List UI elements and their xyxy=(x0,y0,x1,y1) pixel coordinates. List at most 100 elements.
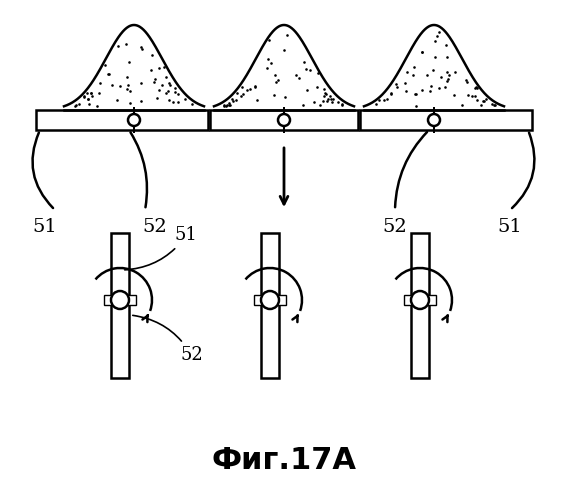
Point xyxy=(85,100,94,108)
Point xyxy=(306,66,315,74)
Point xyxy=(299,101,308,109)
Point xyxy=(450,90,459,98)
Point xyxy=(471,84,480,92)
Point xyxy=(435,84,444,92)
Point xyxy=(233,89,242,97)
Point xyxy=(443,52,452,60)
Point xyxy=(463,90,473,98)
Polygon shape xyxy=(214,25,354,110)
Point xyxy=(411,90,420,98)
Point xyxy=(165,82,174,90)
Point xyxy=(490,102,499,110)
Point xyxy=(126,88,135,96)
Point xyxy=(123,85,132,93)
Point xyxy=(188,100,197,108)
Point xyxy=(173,98,182,106)
Point xyxy=(180,96,189,104)
Point xyxy=(250,83,260,91)
Point xyxy=(321,90,331,98)
Polygon shape xyxy=(64,25,204,110)
Point xyxy=(92,102,101,110)
Point xyxy=(137,79,146,87)
Point xyxy=(174,90,183,98)
Point xyxy=(71,101,80,109)
Point xyxy=(302,86,311,94)
Point xyxy=(264,55,273,63)
Point xyxy=(269,91,278,99)
Point xyxy=(375,96,384,104)
Point xyxy=(146,66,155,74)
Point xyxy=(279,46,289,54)
Bar xyxy=(404,295,436,305)
Point xyxy=(164,96,173,104)
Point xyxy=(227,95,236,103)
Text: 51: 51 xyxy=(498,218,523,236)
Point xyxy=(418,48,427,56)
Circle shape xyxy=(278,114,290,126)
Point xyxy=(147,50,156,58)
Point xyxy=(170,88,179,96)
Point xyxy=(236,92,245,100)
Point xyxy=(437,73,446,81)
Point xyxy=(124,58,133,66)
Text: Фиг.17A: Фиг.17A xyxy=(211,446,357,475)
Point xyxy=(467,92,477,100)
Point xyxy=(442,68,451,76)
Point xyxy=(224,99,233,107)
Point xyxy=(487,100,496,108)
Bar xyxy=(210,110,358,130)
Point xyxy=(422,72,431,80)
Point xyxy=(480,97,489,105)
Point xyxy=(122,40,131,48)
Point xyxy=(266,59,275,67)
Point xyxy=(80,93,89,101)
Point xyxy=(83,95,93,103)
Circle shape xyxy=(411,291,429,309)
Point xyxy=(462,76,471,84)
Point xyxy=(338,102,347,110)
Point xyxy=(162,74,171,82)
Point xyxy=(164,87,173,95)
Point xyxy=(319,85,328,93)
Point xyxy=(302,65,311,73)
Point xyxy=(126,98,135,106)
Point xyxy=(489,100,498,108)
Bar xyxy=(360,110,532,130)
Point xyxy=(462,78,471,86)
Point xyxy=(155,64,164,72)
Point xyxy=(441,42,450,50)
Point xyxy=(274,76,283,84)
Polygon shape xyxy=(364,25,504,110)
Point xyxy=(322,97,331,105)
Point xyxy=(243,86,252,94)
Bar xyxy=(36,110,208,130)
Point xyxy=(392,83,401,91)
Point xyxy=(224,101,233,109)
Point xyxy=(450,68,460,76)
Text: 51: 51 xyxy=(125,226,198,270)
Point xyxy=(412,102,421,110)
Point xyxy=(170,84,179,92)
Point xyxy=(314,69,323,77)
Point xyxy=(231,96,240,104)
Point xyxy=(403,68,412,76)
Point xyxy=(471,92,480,100)
Circle shape xyxy=(261,291,279,309)
Point xyxy=(431,53,440,61)
Point xyxy=(294,74,303,82)
Point xyxy=(123,82,132,90)
Point xyxy=(101,60,110,68)
Point xyxy=(74,100,83,108)
Point xyxy=(222,101,231,109)
Point xyxy=(291,71,300,79)
Text: 52: 52 xyxy=(133,316,203,364)
Point xyxy=(327,95,336,103)
Point xyxy=(220,100,229,108)
Point xyxy=(432,32,441,40)
Point xyxy=(323,95,332,103)
Point xyxy=(321,89,330,97)
Point xyxy=(82,89,91,97)
Bar xyxy=(261,232,279,378)
Point xyxy=(154,86,164,94)
Point xyxy=(105,70,114,78)
